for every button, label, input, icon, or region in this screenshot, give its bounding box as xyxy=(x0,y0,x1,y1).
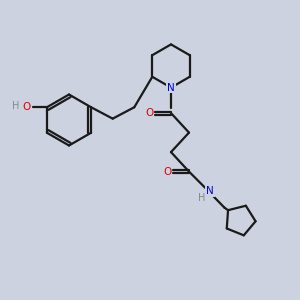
Text: H: H xyxy=(12,101,20,111)
Text: H: H xyxy=(198,193,205,203)
Text: N: N xyxy=(206,186,214,196)
Text: O: O xyxy=(145,108,153,118)
Text: O: O xyxy=(23,102,31,112)
Text: O: O xyxy=(163,167,171,177)
Text: N: N xyxy=(167,82,175,93)
